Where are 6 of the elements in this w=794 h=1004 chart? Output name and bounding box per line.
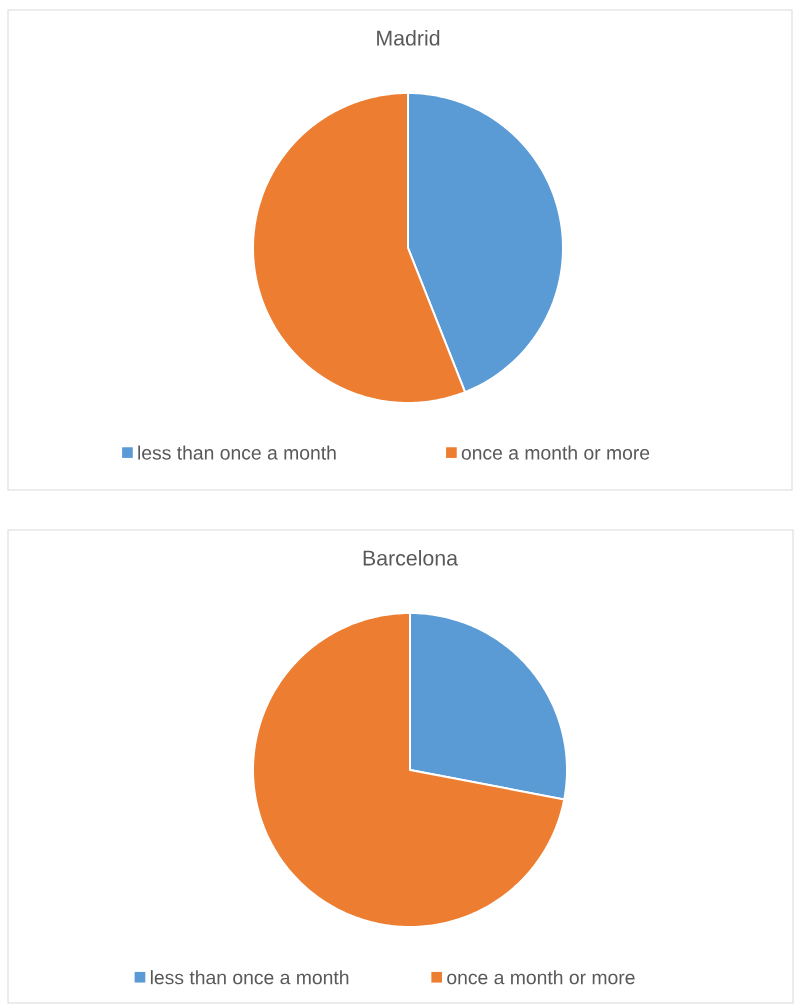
legend-label: less than once a month xyxy=(138,445,336,460)
chart-title: Barcelona xyxy=(363,549,459,566)
legend-label: less than once a month xyxy=(150,970,349,985)
chart-title: Madrid xyxy=(377,29,440,46)
legend-label: once a month or more xyxy=(447,970,635,985)
legend-label: once a month or more xyxy=(461,445,650,460)
